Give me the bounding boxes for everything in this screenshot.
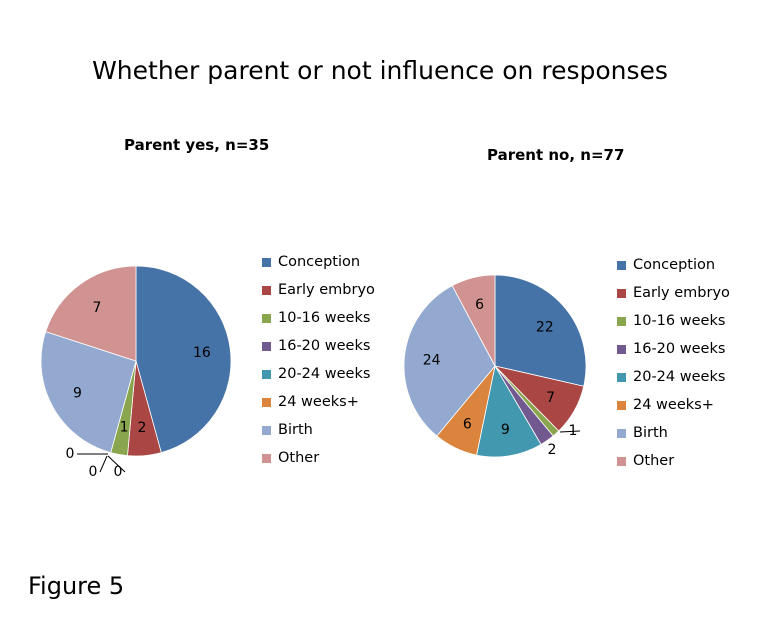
legend-label: Other — [633, 453, 675, 469]
data-label: 24 — [423, 353, 441, 369]
legend-item: 24 weeks+ — [262, 388, 375, 416]
legend-label: 16-20 weeks — [633, 341, 726, 357]
data-label: 9 — [73, 386, 82, 402]
data-label: 7 — [92, 300, 101, 316]
legend-swatch — [617, 372, 626, 382]
legend-item: 16-20 weeks — [262, 332, 375, 360]
data-label: 16 — [193, 345, 211, 361]
legend-label: 16-20 weeks — [278, 338, 371, 354]
chart-title-parent-no: Parent no, n=77 — [487, 146, 625, 164]
legend-label: Other — [278, 450, 320, 466]
legend-item: Birth — [262, 416, 375, 444]
pie-slice-conception — [494, 274, 587, 387]
legend-label: 10-16 weeks — [278, 310, 371, 326]
leader-line — [99, 455, 108, 473]
legend-label: Early embryo — [633, 285, 730, 301]
legend-parent-no: Conception Early embryo 10-16 weeks 16-20 w… — [617, 251, 730, 475]
legend-swatch — [617, 428, 626, 438]
legend-swatch — [262, 285, 271, 295]
legend-swatch — [262, 453, 271, 463]
data-label: 1 — [120, 419, 129, 435]
legend-swatch — [617, 456, 626, 466]
pie-slice-birth — [403, 285, 496, 437]
legend-label: 24 weeks+ — [633, 397, 714, 413]
legend-swatch — [262, 369, 271, 379]
legend-item: 10-16 weeks — [262, 304, 375, 332]
data-label: 9 — [501, 422, 510, 438]
pie-slice-birth — [40, 331, 137, 454]
pie-slice-20-24-weeks — [476, 364, 542, 458]
data-label: 0 — [66, 446, 75, 462]
data-label: 22 — [536, 319, 554, 335]
legend-item: Conception — [262, 248, 375, 276]
data-label: 0 — [89, 464, 98, 480]
legend-item: Early embryo — [617, 279, 730, 307]
leader-line — [559, 430, 581, 433]
legend-label: Birth — [278, 422, 313, 438]
legend-item: 16-20 weeks — [617, 335, 730, 363]
legend-label: Conception — [633, 257, 716, 273]
legend-swatch — [262, 341, 271, 351]
data-label: 2 — [138, 420, 147, 436]
legend-label: Birth — [633, 425, 668, 441]
legend-label: Conception — [278, 254, 361, 270]
legend-swatch — [617, 400, 626, 410]
data-label: 2 — [548, 442, 557, 458]
legend-item: 20-24 weeks — [617, 363, 730, 391]
data-label: 1 — [569, 423, 578, 439]
leader-line — [107, 455, 126, 473]
legend-swatch — [617, 260, 626, 270]
legend-item: 20-24 weeks — [262, 360, 375, 388]
pie-slice-conception — [135, 265, 232, 454]
legend-label: Early embryo — [278, 282, 375, 298]
data-label: 6 — [475, 297, 484, 313]
data-label: 0 — [114, 464, 123, 480]
legend-parent-yes: Conception Early embryo 10-16 weeks 16-20 w… — [262, 248, 375, 472]
legend-swatch — [617, 316, 626, 326]
pie-slice-other — [45, 265, 137, 362]
legend-swatch — [617, 288, 626, 298]
legend-item: Other — [262, 444, 375, 472]
legend-label: 20-24 weeks — [278, 366, 371, 382]
legend-swatch — [262, 257, 271, 267]
legend-label: 10-16 weeks — [633, 313, 726, 329]
legend-label: 24 weeks+ — [278, 394, 359, 410]
data-label: 6 — [463, 416, 472, 432]
data-label: 7 — [546, 390, 555, 406]
legend-item: 10-16 weeks — [617, 307, 730, 335]
legend-swatch — [617, 344, 626, 354]
legend-swatch — [262, 313, 271, 323]
legend-item: Birth — [617, 419, 730, 447]
legend-item: Conception — [617, 251, 730, 279]
legend-item: Other — [617, 447, 730, 475]
figure-title: Whether parent or not influence on respo… — [92, 56, 668, 85]
legend-swatch — [262, 397, 271, 407]
legend-item: Early embryo — [262, 276, 375, 304]
pie-slice-other — [451, 274, 496, 367]
figure-caption: Figure 5 — [28, 572, 125, 600]
legend-label: 20-24 weeks — [633, 369, 726, 385]
legend-item: 24 weeks+ — [617, 391, 730, 419]
legend-swatch — [262, 425, 271, 435]
chart-title-parent-yes: Parent yes, n=35 — [124, 136, 270, 154]
